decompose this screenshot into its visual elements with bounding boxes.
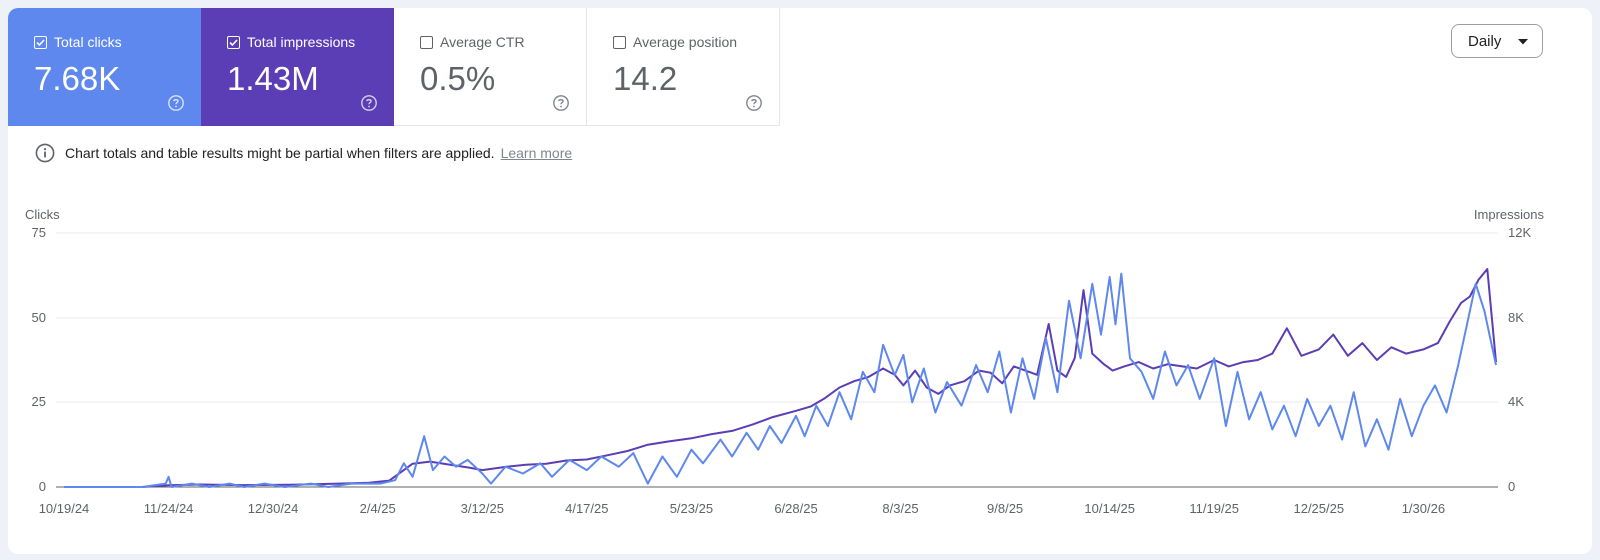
x-tick-label: 10/14/25 bbox=[1084, 501, 1135, 516]
metric-label: Total clicks bbox=[54, 34, 122, 50]
x-tick-label: 9/8/25 bbox=[987, 501, 1023, 516]
y-tick-left: 0 bbox=[39, 479, 46, 494]
checkbox-checked-icon[interactable] bbox=[227, 35, 240, 49]
x-tick-label: 3/12/25 bbox=[461, 501, 504, 516]
y-tick-left: 50 bbox=[32, 310, 46, 325]
metric-value: 7.68K bbox=[34, 60, 121, 97]
y-tick-left: 25 bbox=[32, 394, 46, 409]
x-tick-label: 10/19/24 bbox=[39, 501, 90, 516]
granularity-dropdown[interactable]: Daily bbox=[1451, 24, 1543, 58]
help-icon[interactable] bbox=[167, 94, 185, 112]
metric-tiles: Total clicks 7.68K Total impressions 1.4… bbox=[8, 8, 780, 126]
x-tick-label: 2/4/25 bbox=[360, 501, 396, 516]
metric-tile-total-impressions[interactable]: Total impressions 1.43M bbox=[201, 8, 394, 126]
x-tick-label: 8/3/25 bbox=[882, 501, 918, 516]
info-icon bbox=[35, 143, 55, 163]
x-tick-label: 12/25/25 bbox=[1293, 501, 1344, 516]
granularity-label: Daily bbox=[1468, 32, 1502, 50]
x-tick-label: 12/30/24 bbox=[248, 501, 299, 516]
y-axis-right-title: Impressions bbox=[1474, 207, 1545, 222]
checkbox-checked-icon[interactable] bbox=[34, 35, 47, 49]
performance-card: Total clicks 7.68K Total impressions 1.4… bbox=[8, 8, 1592, 554]
x-tick-label: 11/24/24 bbox=[144, 501, 194, 516]
help-icon[interactable] bbox=[745, 94, 763, 112]
x-tick-label: 4/17/25 bbox=[565, 501, 608, 516]
x-tick-label: 5/23/25 bbox=[670, 501, 713, 516]
series-line-impressions bbox=[64, 268, 1497, 488]
metric-label: Average position bbox=[633, 34, 738, 50]
metric-tile-total-clicks[interactable]: Total clicks 7.68K bbox=[8, 8, 201, 126]
performance-chart: Clicks Impressions 0 25 50 75 0 4K 8K 12… bbox=[25, 207, 1545, 516]
x-axis-ticks: 10/19/24 11/24/24 12/30/24 2/4/25 3/12/25 4/1… bbox=[39, 501, 1445, 516]
x-tick-label: 6/28/25 bbox=[774, 501, 817, 516]
y-tick-right: 0 bbox=[1508, 479, 1515, 494]
metric-value: 0.5% bbox=[420, 60, 496, 97]
help-icon[interactable] bbox=[360, 94, 378, 112]
metric-tile-average-position[interactable]: Average position 14.2 bbox=[587, 8, 780, 126]
notice-text: Chart totals and table results might be … bbox=[65, 145, 495, 161]
y-tick-right: 12K bbox=[1508, 225, 1531, 240]
learn-more-link[interactable]: Learn more bbox=[500, 145, 573, 161]
caret-down-icon bbox=[1518, 39, 1528, 45]
y-tick-left: 75 bbox=[32, 225, 46, 240]
y-tick-right: 4K bbox=[1508, 394, 1524, 409]
x-tick-label: 11/19/25 bbox=[1189, 501, 1239, 516]
y-tick-right: 8K bbox=[1508, 310, 1524, 325]
metric-label: Total impressions bbox=[247, 34, 356, 50]
x-tick-label: 1/30/26 bbox=[1402, 501, 1445, 516]
metric-label: Average CTR bbox=[440, 34, 525, 50]
partial-data-notice: Chart totals and table results might be … bbox=[35, 143, 572, 163]
series-layer bbox=[64, 268, 1497, 488]
y-axis-left-title: Clicks bbox=[25, 207, 60, 222]
metric-value: 1.43M bbox=[227, 60, 319, 97]
gridlines bbox=[56, 232, 1498, 488]
checkbox-unchecked-icon[interactable] bbox=[613, 35, 626, 49]
series-line-clicks bbox=[64, 272, 1497, 488]
metric-value: 14.2 bbox=[613, 60, 678, 97]
help-icon[interactable] bbox=[552, 94, 570, 112]
checkbox-unchecked-icon[interactable] bbox=[420, 35, 433, 49]
metric-tile-average-ctr[interactable]: Average CTR 0.5% bbox=[394, 8, 587, 126]
